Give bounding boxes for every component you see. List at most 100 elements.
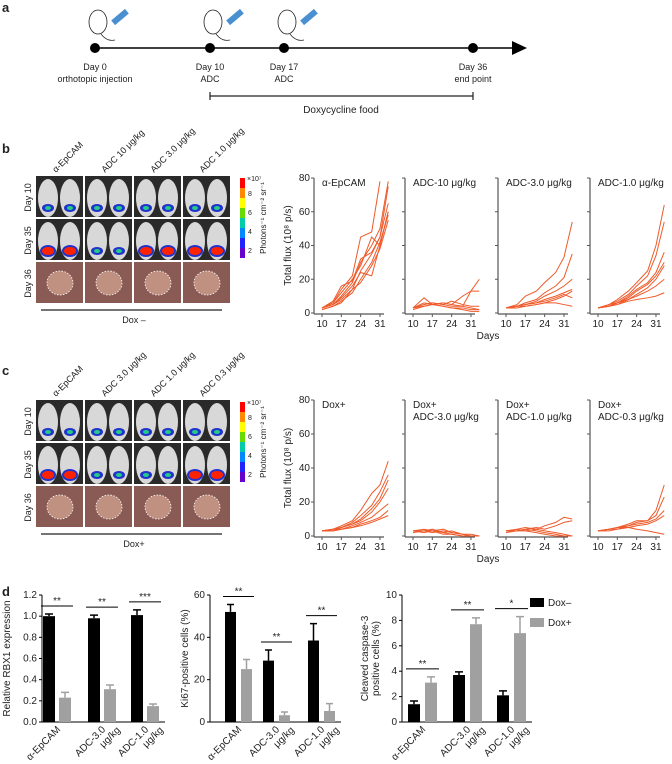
signal-core <box>211 471 223 479</box>
tumor-outline <box>46 270 74 296</box>
panel-title: Dox+ ADC-3.0 μg/kg <box>413 400 479 423</box>
mouse-icon <box>203 9 223 35</box>
bar-dox-plus <box>514 633 526 722</box>
tumor-outline <box>46 494 74 520</box>
column-label: ADC 1.0 μg/kg <box>148 350 197 399</box>
signal-core <box>165 430 171 434</box>
column-label: ADC 3.0 μg/kg <box>99 350 148 399</box>
colorbar-tick: 6 <box>248 434 252 441</box>
signal-core <box>45 430 51 434</box>
x-tick-label: 24 <box>355 319 367 330</box>
column-label: α-EpCAM <box>50 364 85 399</box>
y-tick-label: 20 <box>299 497 311 508</box>
y-tick-label: 40 <box>299 241 311 252</box>
y-tick-label: 0 <box>304 531 310 542</box>
colorbar-segment <box>240 218 245 228</box>
error-bar <box>227 603 234 612</box>
timeline-dot <box>90 43 100 53</box>
tumor-outline <box>95 270 123 296</box>
timeline-dot <box>279 43 289 53</box>
timeline-dot <box>205 43 215 53</box>
y-tick-label: 1.2 <box>23 590 37 601</box>
signal-core <box>42 471 54 479</box>
x-tick-label: 17 <box>612 542 624 553</box>
y-axis-label: Relative RBX1 expression <box>2 600 13 716</box>
bar-dox-plus <box>147 706 159 722</box>
y-tick-label: 80 <box>299 173 311 184</box>
y-tick-label: 20 <box>299 274 311 285</box>
flux-series-line <box>321 181 381 309</box>
flux-series-line <box>321 186 389 309</box>
colorbar-segment <box>240 462 245 472</box>
panel-title-line: ADC-0.3 μg/kg <box>598 412 664 423</box>
event-day: Day 17 <box>270 62 299 72</box>
signal-core <box>189 247 201 255</box>
panel-title-line: Dox+ <box>413 400 437 411</box>
legend-label: Dox+ <box>548 618 572 629</box>
colorbar-tick: 8 <box>248 415 252 422</box>
y-tick-label: 0.8 <box>23 632 37 643</box>
colorbar-tick: 2 <box>248 248 252 255</box>
flux-series-line <box>505 528 573 537</box>
mouse-icon <box>277 9 297 35</box>
x-tick-label: 10 <box>407 319 419 330</box>
event-day: Day 0 <box>83 62 107 72</box>
y-tick-label: 10 <box>386 590 398 601</box>
category-label: ADC-1.0μg/kg <box>482 717 532 764</box>
colorbar-segment <box>240 178 245 188</box>
bar-dox-plus <box>279 715 290 722</box>
x-axis-label: Days <box>477 331 500 342</box>
column-label: α-EpCAM <box>50 140 85 175</box>
colorbar-tick: 4 <box>248 453 252 460</box>
flux-series-line <box>322 515 389 532</box>
flux-series-line <box>412 300 480 309</box>
panel-label-b: b <box>2 141 10 156</box>
error-bar <box>106 684 114 690</box>
category-label-line: α-EpCAM <box>206 724 245 763</box>
error-bar <box>243 658 250 670</box>
bar-dox-plus <box>241 669 252 722</box>
panel-title: α-EpCAM <box>322 178 366 189</box>
bracket <box>209 92 474 100</box>
category-label: ADC-1.0μg/kg <box>292 717 342 764</box>
y-tick-label: 60 <box>194 590 206 601</box>
y-tick-label: 0.2 <box>23 696 37 707</box>
y-axis-label-line: Cleaved caspase-3 <box>360 615 371 701</box>
y-tick-label: 1.0 <box>23 611 37 622</box>
bar-dox-plus <box>324 710 335 722</box>
panel-title-line: Dox+ <box>506 400 530 411</box>
colorbar-segment <box>240 452 245 462</box>
mouse-tail-icon <box>100 33 116 41</box>
significance-marker: ** <box>53 596 61 607</box>
x-tick-label: 10 <box>500 319 512 330</box>
x-tick-label: 17 <box>336 319 348 330</box>
y-tick-label: 0.0 <box>23 717 37 728</box>
event-desc: ADC <box>200 74 220 84</box>
signal-core <box>143 473 149 477</box>
y-tick-label: 0 <box>304 308 310 319</box>
y-tick-label: 40 <box>299 463 311 474</box>
x-tick-label: 31 <box>650 542 662 553</box>
signal-core <box>116 430 122 434</box>
colorbar-segment <box>240 432 245 442</box>
panel-title-line: Dox+ <box>598 400 622 411</box>
column-label: ADC 0.3 μg/kg <box>197 350 246 399</box>
colorbar-segment <box>240 422 245 432</box>
colorbar-segment <box>240 208 245 218</box>
imaging-panel-c: α-EpCAM ADC 3.0 μg/kg ADC 1.0 μg/kg ADC 0.3… <box>23 350 268 549</box>
error-bar <box>45 613 53 617</box>
panel-title: ADC-1.0 μg/kg <box>598 178 664 189</box>
x-tick-label: 24 <box>355 542 367 553</box>
x-tick-label: 10 <box>316 542 328 553</box>
event-day: Day 10 <box>196 62 225 72</box>
signal-core <box>64 247 76 255</box>
tumor-outline <box>95 494 123 520</box>
colorbar-tick: 8 <box>248 191 252 198</box>
x-tick-label: 31 <box>558 542 570 553</box>
legend-swatch <box>530 598 544 607</box>
y-axis-label: Cleaved caspase-3positive cells (%) <box>360 615 382 701</box>
error-bar <box>516 615 524 634</box>
error-bar <box>133 609 141 616</box>
signal-core <box>116 206 122 210</box>
row-label: Day 10 <box>23 183 33 212</box>
